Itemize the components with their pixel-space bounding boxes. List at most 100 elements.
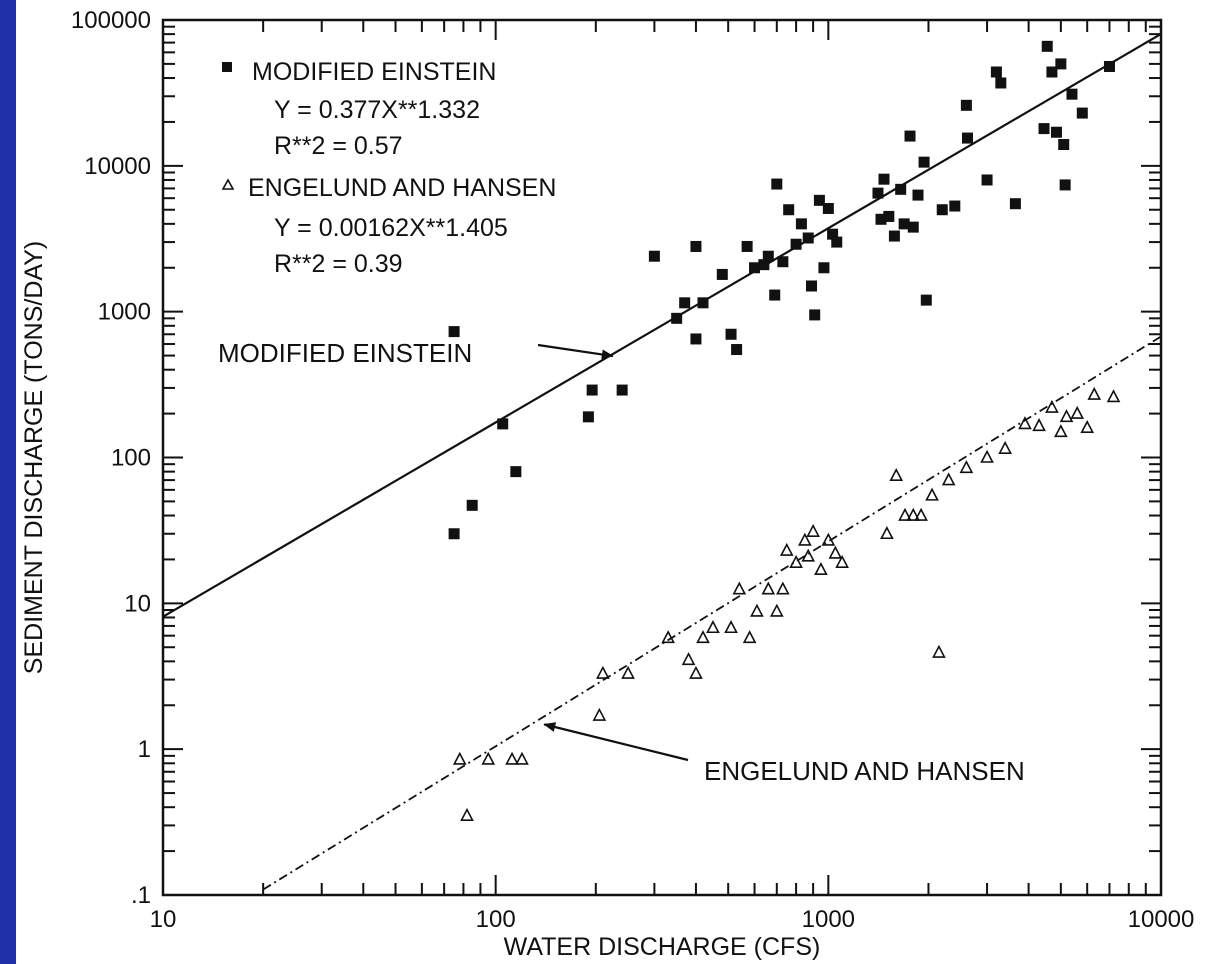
data-point-triangle bbox=[761, 581, 776, 595]
data-point-triangle bbox=[906, 507, 921, 521]
annotation-arrow-engelund-hansen bbox=[543, 722, 689, 762]
data-point-triangle bbox=[932, 644, 946, 658]
data-point-square bbox=[671, 312, 683, 324]
legend: MODIFIED EINSTEIN Y = 0.377X**1.332 R**2… bbox=[221, 58, 556, 278]
data-point-triangle bbox=[681, 652, 696, 666]
data-point-triangle bbox=[750, 603, 764, 617]
data-point-square bbox=[878, 173, 890, 185]
data-point-square bbox=[771, 178, 783, 190]
data-point-square bbox=[1050, 126, 1062, 138]
y-tick-label: 100 bbox=[111, 445, 151, 472]
data-point-square bbox=[888, 230, 900, 242]
data-point-triangle bbox=[980, 449, 994, 463]
data-point-triangle bbox=[1087, 386, 1102, 400]
data-point-triangle bbox=[732, 581, 747, 595]
data-point-square bbox=[690, 333, 702, 345]
data-point-square bbox=[822, 202, 834, 214]
y-tick-label: .1 bbox=[131, 882, 151, 909]
data-point-triangle bbox=[898, 507, 912, 521]
data-point-triangle bbox=[821, 532, 836, 546]
data-point-triangle bbox=[776, 581, 790, 595]
data-point-square bbox=[466, 499, 478, 511]
data-point-square bbox=[961, 132, 973, 144]
data-point-square bbox=[1046, 66, 1058, 78]
data-point-triangle bbox=[460, 807, 474, 821]
data-point-square bbox=[690, 240, 702, 252]
data-point-square bbox=[920, 294, 932, 306]
data-point-square bbox=[769, 289, 781, 301]
data-point-square bbox=[990, 66, 1002, 78]
data-point-triangle bbox=[706, 620, 720, 634]
data-point-square bbox=[1038, 123, 1050, 135]
data-point-triangle bbox=[828, 545, 843, 559]
data-point-triangle bbox=[481, 751, 496, 765]
y-tick-label: 10 bbox=[124, 590, 151, 617]
data-point-square bbox=[497, 418, 509, 430]
data-point-square bbox=[679, 297, 691, 309]
data-point-triangle bbox=[998, 440, 1012, 454]
data-point-triangle bbox=[806, 523, 820, 537]
data-point-triangle bbox=[889, 467, 904, 482]
x-tick-label: 1000 bbox=[802, 906, 855, 933]
data-point-square bbox=[875, 213, 887, 225]
legend-label-modified-einstein: MODIFIED EINSTEIN bbox=[252, 58, 496, 86]
data-point-square bbox=[1076, 107, 1088, 119]
legend-label-engelund-hansen: ENGELUND AND HANSEN bbox=[248, 174, 556, 202]
data-point-square bbox=[1041, 40, 1053, 52]
data-point-triangle bbox=[835, 554, 849, 568]
data-point-square bbox=[883, 210, 895, 222]
data-point-square bbox=[802, 232, 814, 244]
data-point-triangle bbox=[661, 630, 675, 644]
y-tick-label: 10000 bbox=[84, 153, 151, 180]
data-point-square bbox=[1059, 179, 1071, 191]
data-point-triangle bbox=[515, 751, 529, 765]
data-point-square bbox=[960, 99, 972, 111]
data-point-square bbox=[907, 221, 919, 233]
data-point-triangle bbox=[621, 665, 635, 679]
data-point-triangle bbox=[798, 532, 812, 546]
data-point-square bbox=[448, 528, 460, 540]
legend-triangle-marker bbox=[221, 178, 235, 190]
data-point-square bbox=[1058, 139, 1070, 151]
y-tick-label: 1000 bbox=[98, 299, 151, 326]
fit-line-modified-einstein bbox=[162, 33, 1162, 618]
data-point-square bbox=[731, 344, 743, 356]
data-point-triangle bbox=[959, 460, 974, 474]
data-point-square bbox=[895, 183, 907, 195]
data-point-square bbox=[912, 189, 924, 201]
data-point-triangle bbox=[1059, 409, 1074, 423]
data-point-triangle bbox=[779, 542, 794, 556]
data-point-triangle bbox=[592, 707, 607, 721]
data-point-square bbox=[790, 238, 802, 250]
data-point-triangle bbox=[925, 487, 939, 501]
data-point-square bbox=[818, 262, 830, 274]
data-point-triangle bbox=[814, 562, 828, 576]
data-point-square bbox=[697, 297, 709, 309]
data-point-triangle bbox=[914, 507, 928, 521]
y-tick-label: 1 bbox=[138, 736, 151, 763]
data-point-square bbox=[741, 240, 753, 252]
data-point-triangle bbox=[1018, 416, 1032, 430]
annotation-arrow-modified-einstein bbox=[537, 343, 614, 360]
data-point-square bbox=[448, 326, 460, 338]
data-point-square bbox=[586, 384, 598, 396]
data-point-square bbox=[981, 174, 993, 186]
legend-equation-engelund-hansen: Y = 0.00162X**1.405 bbox=[274, 214, 508, 242]
data-point-square bbox=[827, 228, 839, 240]
data-point-square bbox=[1103, 60, 1115, 72]
chart-sheet: 10 100 1000 10000 .1 1 10 100 1000 10000 100000 WA… bbox=[16, 0, 1221, 964]
data-point-triangle bbox=[1054, 424, 1068, 438]
fit-line-engelund-and-hansen bbox=[262, 335, 1162, 891]
x-axis-title: WATER DISCHARGE (CFS) bbox=[504, 933, 821, 961]
data-point-square bbox=[898, 218, 910, 230]
annotation-engelund-hansen: ENGELUND AND HANSEN bbox=[704, 756, 1025, 786]
data-point-triangle bbox=[596, 665, 610, 679]
data-point-triangle bbox=[452, 751, 467, 765]
data-point-triangle bbox=[505, 751, 519, 765]
legend-square-marker bbox=[222, 62, 232, 72]
data-point-square bbox=[783, 204, 795, 216]
data-point-square bbox=[616, 384, 628, 396]
data-point-square bbox=[777, 256, 789, 268]
data-point-square bbox=[795, 218, 807, 230]
data-point-square bbox=[582, 411, 594, 423]
